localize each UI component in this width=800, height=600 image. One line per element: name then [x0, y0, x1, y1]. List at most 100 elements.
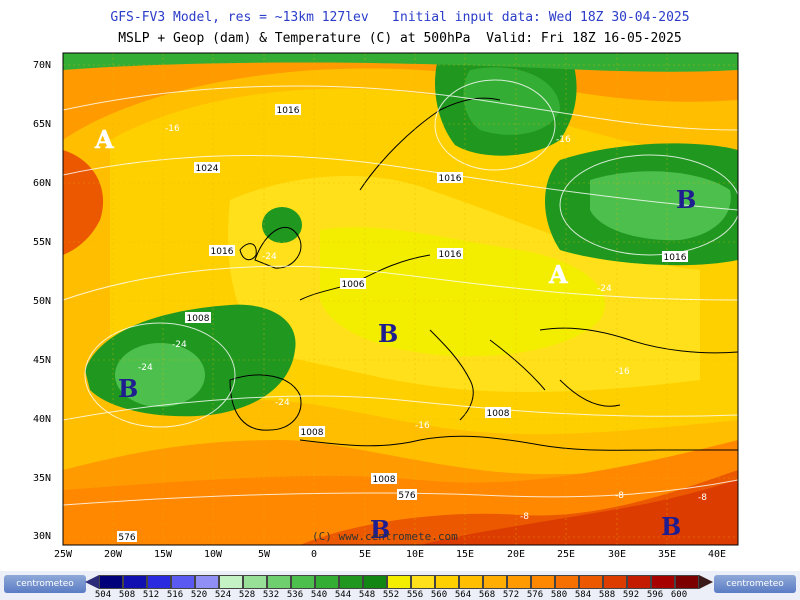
scale-swatch: [387, 575, 411, 589]
temperature-label: -24: [138, 363, 153, 373]
svg-text:576: 576: [398, 491, 415, 501]
centrometeo-logo: centrometeo: [714, 575, 796, 593]
scale-swatch: [435, 575, 459, 589]
temperature-label: -24: [172, 340, 187, 350]
temperature-label: -24: [275, 398, 290, 408]
svg-text:1008: 1008: [301, 428, 324, 438]
isobar-label: 1016: [437, 248, 463, 260]
pressure-low-marker: B: [661, 512, 681, 541]
pressure-low-marker: B: [378, 319, 398, 348]
scale-swatch: [99, 575, 123, 589]
scale-value-label: 580: [550, 590, 568, 600]
scale-swatch: [171, 575, 195, 589]
scale-swatch: [195, 575, 219, 589]
scale-value-label: 560: [430, 590, 448, 600]
scale-value-label: 540: [310, 590, 328, 600]
centrometeo-logo: centrometeo: [4, 575, 86, 593]
field-info-header: MSLP + Geop (dam) & Temperature (C) at 5…: [118, 31, 682, 46]
scale-swatch: [627, 575, 651, 589]
scale-value-label: 552: [382, 590, 400, 600]
longitude-label: 15W: [153, 549, 173, 560]
scale-value-label: 584: [574, 590, 592, 600]
scale-value-label: 572: [502, 590, 520, 600]
scale-swatch: [315, 575, 339, 589]
isobar-label: 1008: [299, 426, 325, 438]
scale-swatch: [267, 575, 291, 589]
scale-value-label: 532: [262, 590, 280, 600]
pressure-low-marker: B: [370, 515, 390, 544]
scale-swatch: [507, 575, 531, 589]
latitude-label: 30N: [33, 531, 52, 542]
longitude-label: 10E: [405, 549, 425, 560]
scale-right-arrow: [699, 575, 713, 589]
latitude-label: 70N: [33, 60, 52, 71]
scale-value-label: 504: [94, 590, 112, 600]
scale-value-label: 536: [286, 590, 304, 600]
svg-text:1008: 1008: [187, 314, 210, 324]
scale-swatch: [363, 575, 387, 589]
scale-value-label: 588: [598, 590, 616, 600]
isobar-label: 1008: [371, 473, 397, 485]
latitude-label: 60N: [33, 178, 52, 189]
scale-swatch: [651, 575, 675, 589]
temperature-label: -16: [415, 421, 430, 431]
temperature-label: -16: [556, 135, 571, 145]
scale-swatch: [459, 575, 483, 589]
latitude-label: 35N: [33, 473, 52, 484]
longitude-label: 25W: [53, 549, 73, 560]
scale-swatch: [579, 575, 603, 589]
scale-value-label: 556: [406, 590, 424, 600]
scale-swatch: [411, 575, 435, 589]
temperature-label: -8: [698, 493, 707, 503]
longitude-label: 5E: [358, 549, 372, 560]
latitude-label: 65N: [33, 119, 52, 130]
longitude-label: 5W: [257, 549, 271, 560]
scale-value-label: 528: [238, 590, 256, 600]
scale-value-label: 544: [334, 590, 352, 600]
scale-swatch: [243, 575, 267, 589]
copyright-text: (C) www.centromete.com: [312, 530, 458, 543]
longitude-label: 15E: [455, 549, 475, 560]
svg-text:1016: 1016: [439, 174, 462, 184]
scale-value-label: 576: [526, 590, 544, 600]
svg-text:1006: 1006: [342, 280, 365, 290]
svg-text:1008: 1008: [373, 475, 396, 485]
isobar-label: 1016: [437, 172, 463, 184]
svg-text:1016: 1016: [439, 250, 462, 260]
geopotential-label: 576: [117, 531, 137, 543]
svg-text:1016: 1016: [664, 253, 687, 263]
scale-swatch: [603, 575, 627, 589]
temperature-label: -24: [597, 284, 612, 294]
scale-value-label: 592: [622, 590, 640, 600]
longitude-label: 20E: [506, 549, 526, 560]
scale-value-label: 520: [190, 590, 208, 600]
geopotential-label: 576: [397, 489, 417, 501]
svg-text:1016: 1016: [277, 106, 300, 116]
pressure-low-marker: B: [118, 374, 138, 403]
scale-value-label: 600: [670, 590, 688, 600]
scale-value-label: 516: [166, 590, 184, 600]
scale-value-label: 508: [118, 590, 136, 600]
pressure-high-marker: A: [548, 260, 568, 289]
temperature-label: -24: [262, 252, 277, 262]
scale-value-label: 564: [454, 590, 472, 600]
longitude-label: 10W: [203, 549, 223, 560]
scale-swatch: [219, 575, 243, 589]
isobar-label: 1024: [194, 162, 220, 174]
scale-swatch: [291, 575, 315, 589]
longitude-label: 35E: [657, 549, 677, 560]
scale-value-label: 524: [214, 590, 232, 600]
temperature-label: -8: [615, 491, 624, 501]
isobar-label: 1016: [662, 251, 688, 263]
svg-text:1008: 1008: [487, 409, 510, 419]
pressure-high-marker: A: [94, 125, 114, 154]
scale-swatch: [339, 575, 363, 589]
longitude-label: 0: [310, 549, 318, 560]
pressure-low-marker: B: [676, 185, 696, 214]
isobar-label: 1006: [340, 278, 366, 290]
isobar-label: 1016: [209, 245, 235, 257]
svg-text:1016: 1016: [211, 247, 234, 257]
scale-swatch: [147, 575, 171, 589]
latitude-label: 50N: [33, 296, 52, 307]
